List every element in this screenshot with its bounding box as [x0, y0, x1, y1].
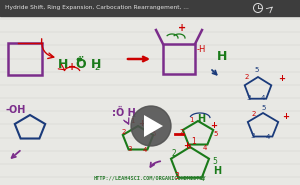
Text: 5: 5 — [213, 131, 218, 137]
Text: 5: 5 — [254, 67, 258, 73]
Text: 3: 3 — [246, 95, 250, 101]
Text: +: + — [278, 74, 285, 83]
Text: 5: 5 — [151, 131, 155, 137]
Text: 2: 2 — [122, 129, 126, 135]
Text: 3: 3 — [174, 172, 179, 181]
Text: 5: 5 — [261, 105, 266, 111]
Text: 2: 2 — [171, 149, 176, 158]
Bar — [0, 0, 300, 16]
Text: Hydride Shift, Ring Expansion, Carbocation Rearrangement, ...: Hydride Shift, Ring Expansion, Carbocati… — [5, 6, 189, 11]
Polygon shape — [144, 115, 163, 137]
Text: 2: 2 — [180, 129, 184, 135]
Text: 3: 3 — [186, 144, 190, 150]
Text: 3: 3 — [127, 146, 131, 152]
Text: 1: 1 — [191, 137, 196, 146]
Text: 4: 4 — [200, 174, 205, 183]
Text: H: H — [58, 58, 68, 70]
Circle shape — [131, 106, 171, 146]
Text: +: + — [178, 23, 186, 33]
Text: 4: 4 — [261, 95, 266, 101]
Text: H: H — [213, 166, 221, 176]
Text: :Ö H: :Ö H — [112, 108, 136, 118]
Text: +: + — [210, 122, 217, 130]
Text: +: + — [183, 142, 190, 151]
Text: Ö H: Ö H — [76, 58, 101, 70]
Text: 4: 4 — [203, 145, 207, 151]
Text: HTTP://LEAH4SCI.COM/ORGANICCHEMISTRY: HTTP://LEAH4SCI.COM/ORGANICCHEMISTRY — [94, 175, 206, 180]
Text: 2: 2 — [132, 112, 136, 118]
Text: 3: 3 — [250, 133, 254, 139]
Text: H: H — [197, 114, 205, 124]
Text: 4: 4 — [266, 134, 270, 140]
Text: -H: -H — [197, 45, 206, 53]
Text: -OH: -OH — [5, 105, 26, 115]
Text: +: + — [68, 62, 76, 72]
Text: +: + — [282, 112, 289, 121]
Text: 2: 2 — [252, 111, 256, 117]
Text: 2: 2 — [94, 63, 99, 71]
Text: 1: 1 — [130, 118, 134, 124]
Text: 5: 5 — [212, 157, 217, 166]
Text: 2: 2 — [245, 74, 249, 80]
Text: 1: 1 — [189, 117, 194, 123]
Text: +: + — [138, 119, 145, 127]
Text: H: H — [217, 50, 227, 63]
Text: 4: 4 — [143, 147, 147, 153]
